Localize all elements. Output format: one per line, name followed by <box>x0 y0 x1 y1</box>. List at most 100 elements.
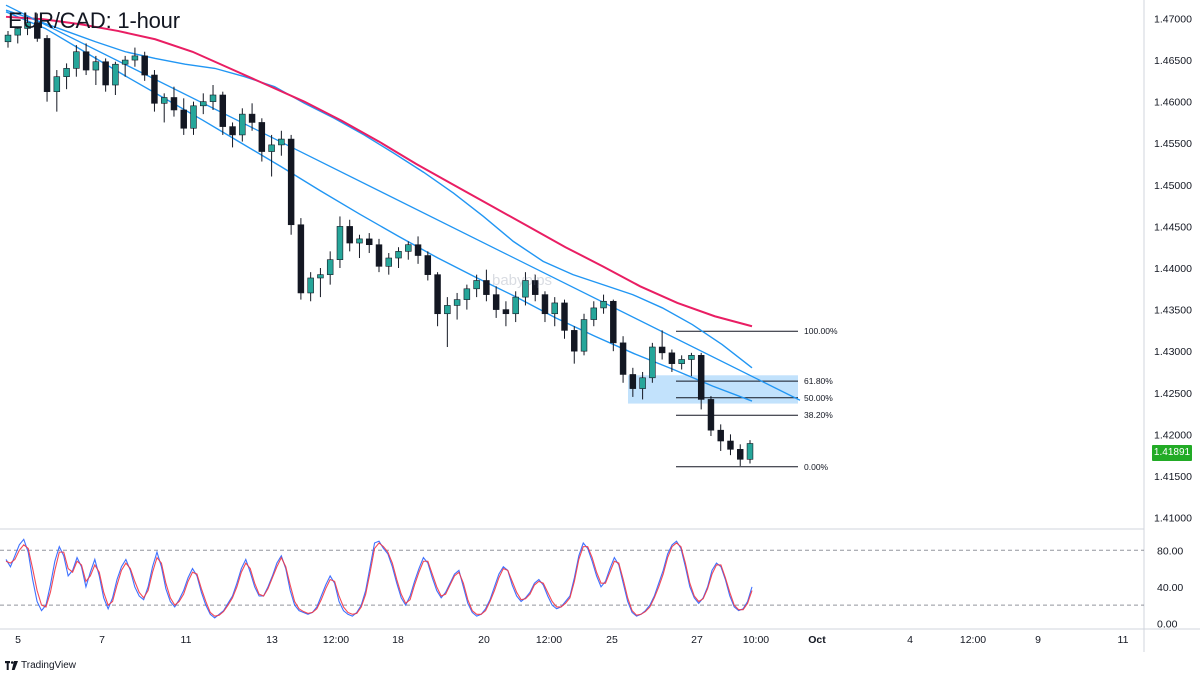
time-tick-label: 18 <box>392 634 404 646</box>
candle-body <box>190 105 197 129</box>
candle-body <box>24 22 31 29</box>
candle-body <box>551 302 558 315</box>
stochastic-k-line <box>5 538 753 619</box>
candle-body <box>209 94 217 102</box>
ema-mid-line <box>5 11 753 402</box>
candle-body <box>317 274 324 279</box>
time-tick-label: 13 <box>266 634 278 646</box>
candle-body <box>248 113 256 123</box>
candle-body <box>63 68 70 77</box>
watermark: babypips <box>492 272 553 289</box>
candle-body <box>278 138 285 146</box>
price-tick-label: 1.46000 <box>1154 97 1192 109</box>
price-tick-label: 1.47000 <box>1154 13 1192 25</box>
candle-body <box>53 76 61 92</box>
candle-body <box>492 294 500 310</box>
tradingview-brand[interactable]: TradingView <box>5 660 76 671</box>
candle-body <box>571 330 578 352</box>
candle-body <box>102 61 109 86</box>
moving-averages <box>5 4 801 402</box>
fib-level-label: 38.20% <box>804 410 833 420</box>
candle-body <box>180 109 187 129</box>
candle-body <box>717 429 724 442</box>
candle-body <box>434 274 441 315</box>
candle-body <box>141 55 148 76</box>
candle-body <box>287 138 295 226</box>
price-tick-label: 1.45000 <box>1154 180 1192 192</box>
price-tick-label: 1.44500 <box>1154 221 1192 233</box>
axes: 1.47000 1.46500 1.46000 1.45500 1.45000 1.445… <box>15 13 1192 646</box>
candle-body <box>678 359 685 364</box>
candle-body <box>580 319 588 352</box>
candlesticks <box>4 13 754 466</box>
brand-label: TradingView <box>21 660 77 671</box>
candle-body <box>688 355 695 360</box>
price-tick-label: 1.46500 <box>1154 55 1192 67</box>
candle-body <box>170 97 178 111</box>
time-tick-label: 12:00 <box>323 634 349 646</box>
candle-body <box>395 251 402 259</box>
candle-body <box>483 280 490 295</box>
candle-body <box>531 280 539 295</box>
price-tick-label: 1.42000 <box>1154 429 1192 441</box>
candle-body <box>727 440 734 450</box>
fib-level-label: 61.80% <box>804 376 833 386</box>
time-tick-label: 25 <box>606 634 618 646</box>
time-tick-label: 12:00 <box>536 634 562 646</box>
fib-level-label: 50.00% <box>804 393 833 403</box>
candle-body <box>336 226 344 260</box>
candle-body <box>131 55 139 61</box>
candle-body <box>512 296 519 315</box>
candle-body <box>619 342 627 375</box>
candle-body <box>629 374 637 389</box>
candle-body <box>268 144 275 152</box>
candle-body <box>4 34 12 43</box>
stochastic-d-line <box>5 542 753 617</box>
candle-body <box>453 299 461 306</box>
time-tick-label: 27 <box>691 634 703 646</box>
oscillator-tick-label: 40.00 <box>1157 582 1183 594</box>
candle-body <box>14 28 21 36</box>
ema-fast-line <box>5 9 753 369</box>
candle-body <box>82 51 90 71</box>
time-tick-label: 9 <box>1035 634 1041 646</box>
price-tick-label: 1.43500 <box>1154 305 1192 317</box>
price-tick-label: 1.41000 <box>1154 513 1192 525</box>
candle-body <box>43 38 51 92</box>
time-tick-label: 7 <box>99 634 105 646</box>
candle-body <box>561 302 568 331</box>
candle-body <box>307 277 314 294</box>
candle-body <box>658 346 666 354</box>
candle-body <box>92 61 100 71</box>
time-tick-label: 12:00 <box>960 634 986 646</box>
time-tick-label: 20 <box>478 634 490 646</box>
price-tick-label: 1.41500 <box>1154 471 1192 483</box>
ema-slow-line <box>5 15 753 328</box>
candle-body <box>649 346 656 379</box>
time-tick-label: 4 <box>907 634 913 646</box>
candle-body <box>385 257 392 267</box>
candle-body <box>414 244 422 256</box>
candle-body <box>697 355 705 400</box>
candle-body <box>590 307 598 320</box>
candle-body <box>258 122 266 152</box>
price-tick-label: 1.45500 <box>1154 138 1192 150</box>
candle-body <box>297 224 305 294</box>
candle-body <box>522 280 529 298</box>
candle-body <box>346 226 353 244</box>
candle-body <box>668 352 676 364</box>
chart-title: EUR/CAD: 1-hour <box>8 8 180 33</box>
candle-body <box>160 97 168 104</box>
time-tick-label: Oct <box>808 634 826 646</box>
candle-body <box>541 294 549 315</box>
candle-body <box>463 288 471 300</box>
candle-body <box>366 238 373 246</box>
time-tick-label: 10:00 <box>743 634 769 646</box>
candle-body <box>600 300 607 309</box>
price-tick-label: 1.44000 <box>1154 263 1192 275</box>
candle-body <box>356 238 363 244</box>
tradingview-logo-icon <box>5 661 18 670</box>
oscillator-tick-label: 80.00 <box>1157 545 1183 557</box>
candle-body <box>707 399 715 431</box>
